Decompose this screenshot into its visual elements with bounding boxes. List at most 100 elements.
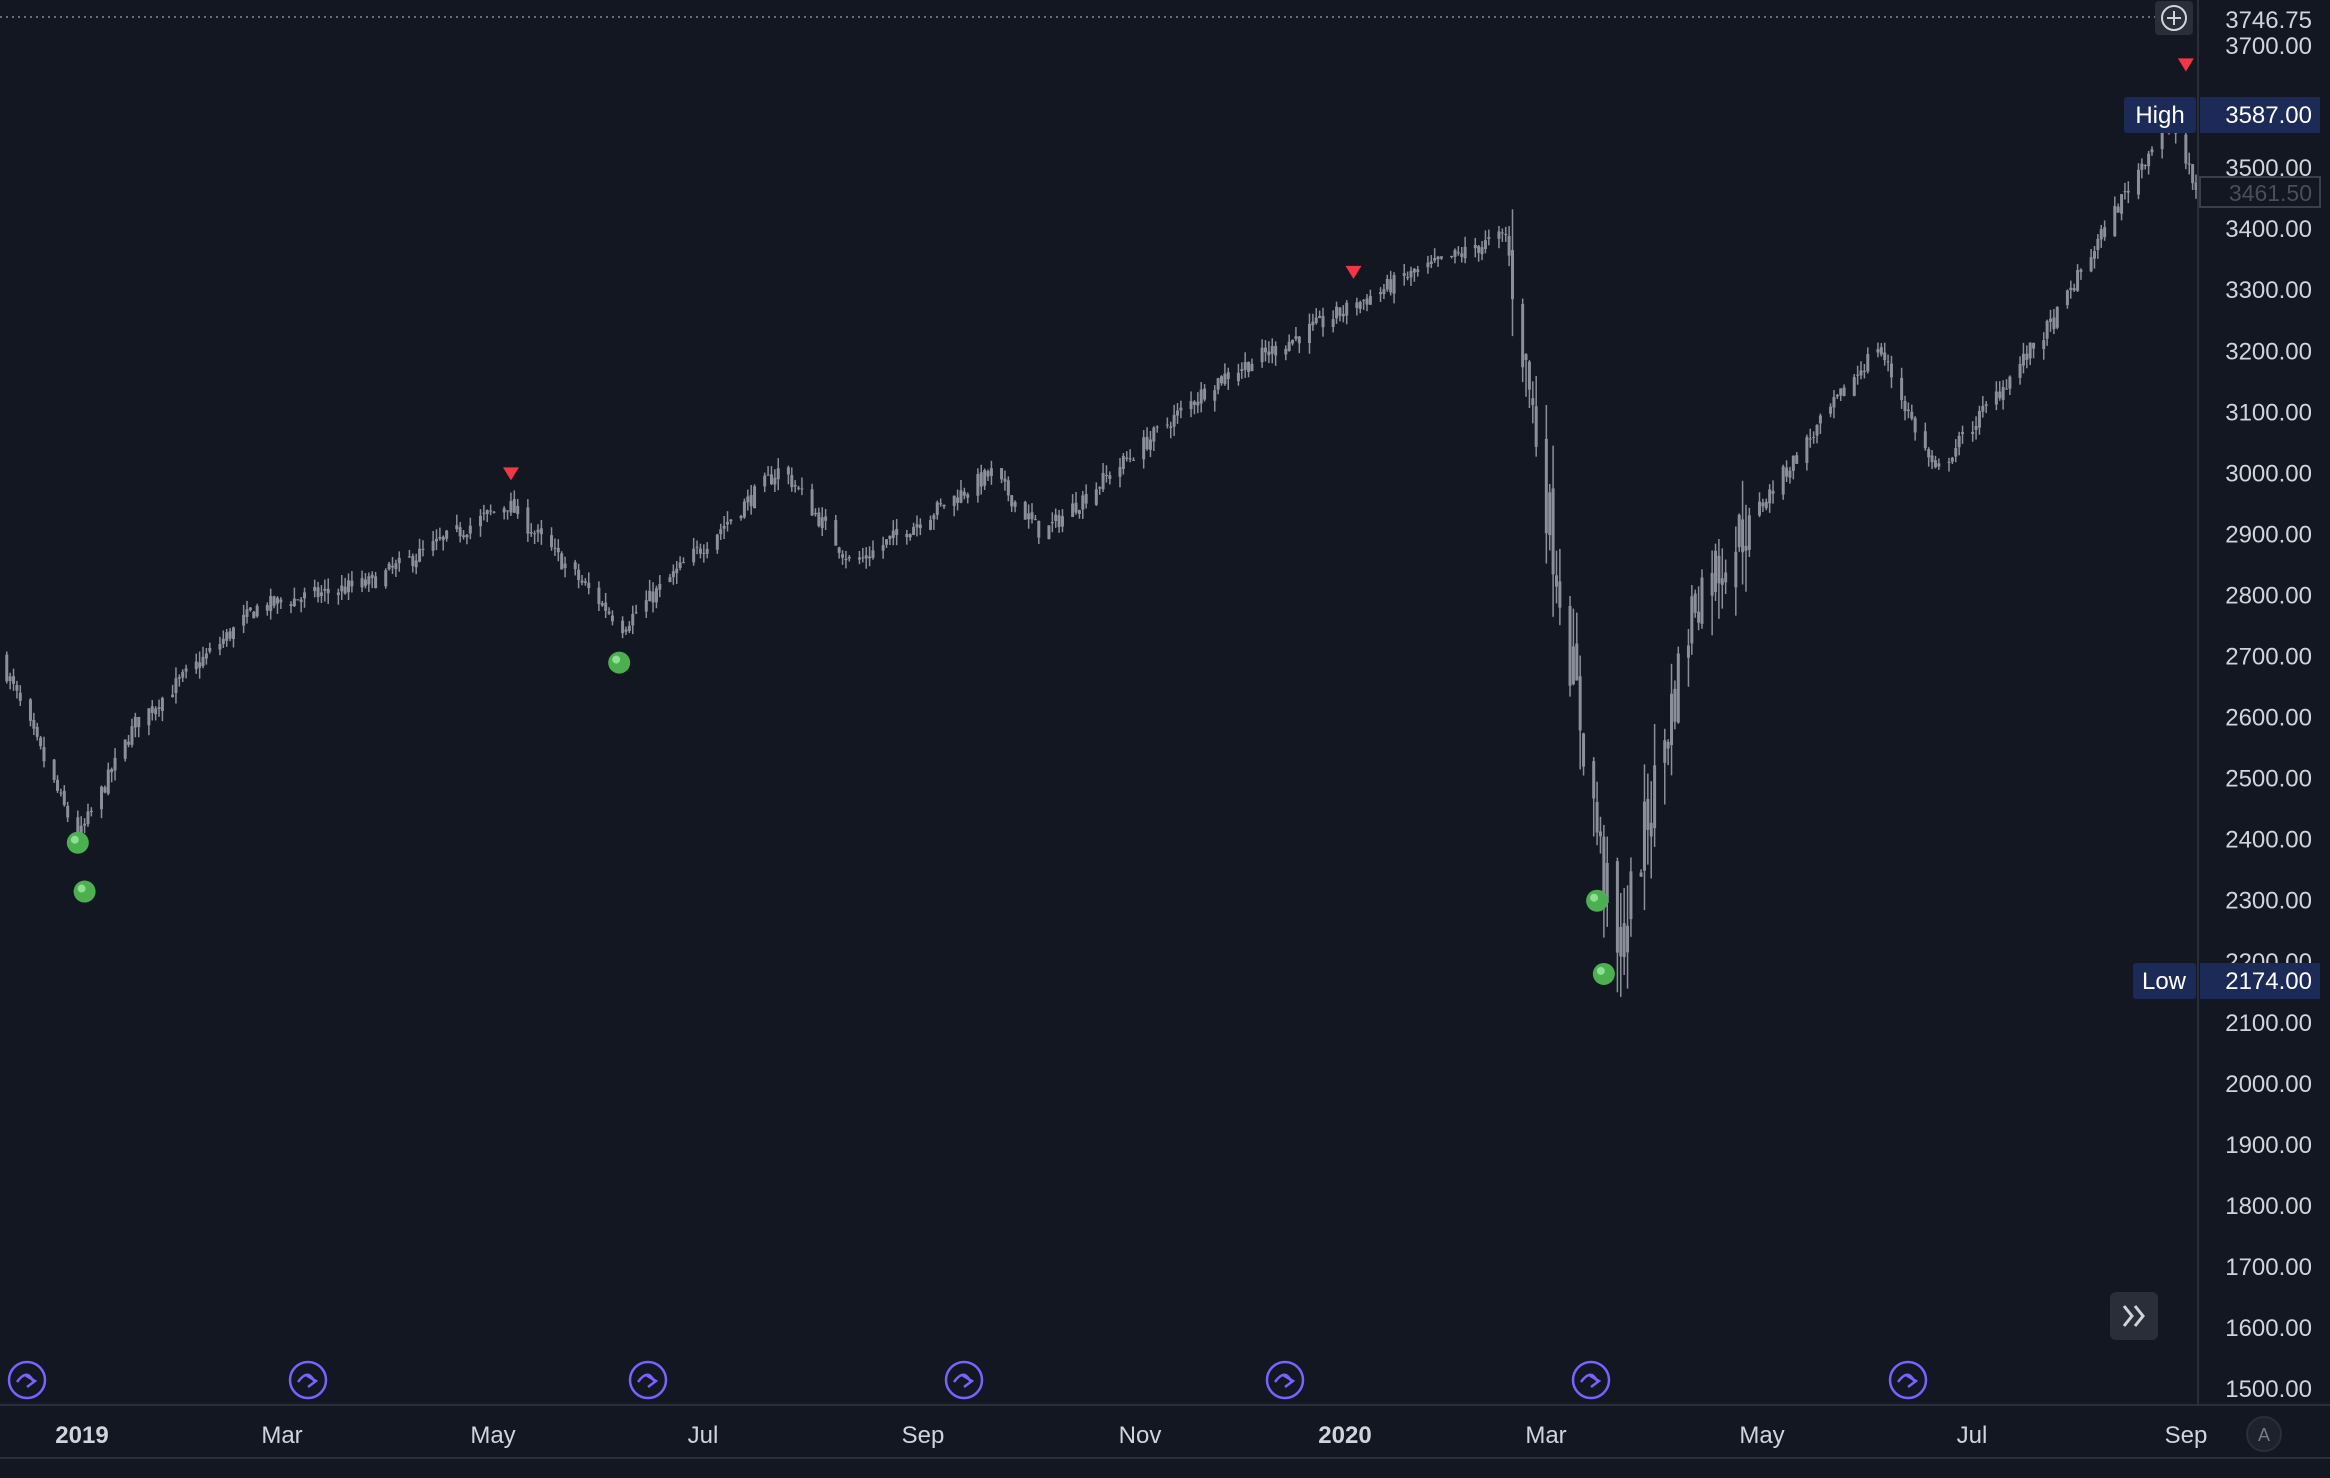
candle-body [1223,373,1227,385]
dividend-event-icon[interactable] [628,1360,668,1400]
candle-body [350,580,354,587]
candle-body [1311,321,1315,326]
candle-body [864,555,868,559]
candle-body [1852,377,1856,396]
candle-body [1000,468,1004,480]
candle-body [1247,361,1251,373]
candle-body [147,708,151,726]
candle-body [1240,369,1244,372]
candle-body [1260,347,1264,363]
candle-body [59,792,63,794]
high-value: 3587.00 [2225,102,2312,129]
candle-body [1426,262,1430,268]
candle-body [303,592,307,599]
candle-body [1487,237,1491,239]
candle-body [966,494,970,498]
time-axis-label: 2020 [1318,1422,1371,1449]
candle-body [2028,342,2032,359]
buy-signal-marker [66,831,89,854]
candle-body [292,598,296,607]
candle-body [387,563,391,570]
dividend-event-icon[interactable] [944,1360,984,1400]
candle-body [1321,315,1325,328]
dividend-event-icon[interactable] [288,1360,328,1400]
dividend-event-icon[interactable] [7,1360,47,1400]
candle-body [2126,190,2130,193]
candle-body [698,548,702,554]
crosshair-price-value: 3746.75 [2225,7,2312,34]
candle-body [797,487,801,489]
candle-body [150,706,154,714]
candle-body [1646,798,1650,830]
candle-body [1054,514,1058,522]
candle-body [1297,336,1301,344]
candle-body [1592,761,1596,799]
dividend-event-icon[interactable] [1265,1360,1305,1400]
candle-body [269,596,273,612]
candle-body [482,512,486,514]
candle-body [347,580,351,593]
candle-body [2032,342,2036,349]
candle-body [526,507,530,534]
candle-body [1148,439,1152,450]
crosshair-price-label: 3746.75 [2200,0,2330,36]
last-price-label: 3461.50 [2199,176,2321,208]
candle-body [776,468,780,480]
candle-body [1534,406,1538,447]
add-alert-button[interactable] [2155,1,2193,35]
candle-body [198,662,202,668]
candle-body [252,611,256,619]
candle-body [868,556,872,559]
buy-signal-highlight [77,884,86,893]
candle-body [1876,349,1880,353]
candle-body [1030,512,1034,520]
candle-body [39,737,43,747]
candle-body [455,525,459,530]
candle-body [1389,279,1393,293]
candle-body [231,627,235,639]
candle-body [1094,489,1098,505]
candle-body [8,676,12,682]
candle-body [1270,346,1274,354]
low-label: Low 2174.00 [2133,963,2320,999]
candle-body [1947,461,1951,463]
dividend-event-icon[interactable] [1571,1360,1611,1400]
candle-body [1697,611,1701,623]
candle-body [1903,400,1907,412]
candle-body [1318,315,1322,318]
event-markers[interactable] [7,1360,1928,1400]
candle-body [1033,519,1037,521]
low-value: 2174.00 [2225,968,2312,995]
high-label: High 3587.00 [2124,97,2320,133]
candle-body [722,525,726,529]
price-tick-label: 2100.00 [2225,1010,2312,1037]
scroll-to-realtime-button[interactable] [2110,1292,2158,1340]
candle-body [1145,436,1149,450]
candle-body [1598,831,1602,837]
candle-body [881,545,885,551]
candle-body [1768,489,1772,504]
price-axis[interactable]: 3700.003600.003500.003400.003300.003200.… [2225,33,2312,1403]
candle-body [2116,206,2120,213]
candle-body [1971,431,1975,434]
candle-body [715,534,719,550]
auto-scale-button[interactable]: A [2246,1416,2282,1452]
price-tick-label: 3200.00 [2225,338,2312,365]
candle-body [1747,515,1751,550]
candle-body [692,548,696,563]
candle-body [766,474,770,476]
candle-body [1500,232,1504,234]
candle-body [932,515,936,520]
candle-body [844,558,848,561]
candle-body [35,726,39,737]
candle-body [1700,577,1704,624]
candle-body [1626,925,1630,953]
candle-body [702,552,706,554]
candle-body [502,508,506,513]
price-tick-label: 2900.00 [2225,521,2312,548]
candle-body [885,539,889,545]
time-axis[interactable]: 2019 Mar May Jul Sep Nov 2020 Mar May Jul Sep [55,1422,2207,1449]
dividend-event-icon[interactable] [1888,1360,1928,1400]
